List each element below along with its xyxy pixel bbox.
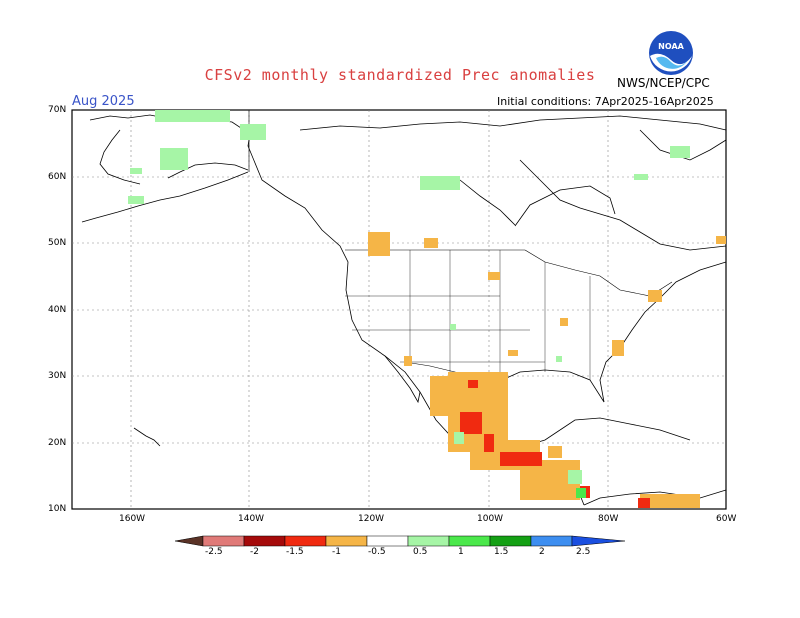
legend-arrow-left [174, 535, 204, 547]
legend-swatch-4 [325, 535, 368, 547]
map-frame [71, 109, 727, 510]
lat-label-20n: 20N [48, 438, 67, 448]
legend-label-neg0-5: -0.5 [368, 547, 386, 557]
lat-label-30n: 30N [48, 371, 67, 381]
legend-label-neg1: -1 [332, 547, 341, 557]
moderate-wet-anomaly-areas [576, 488, 586, 498]
legend-swatch-neutral [366, 535, 409, 547]
legend-label-neg2: -2 [250, 547, 259, 557]
legend-swatch-5 [407, 535, 450, 547]
legend-swatch-1 [202, 535, 245, 547]
legend-label-neg1-5: -1.5 [286, 547, 304, 557]
legend-label-pos1-5: 1.5 [494, 547, 509, 557]
noaa-logo-text: NOAA [658, 42, 684, 51]
legend-swatch-6 [448, 535, 491, 547]
legend-label-pos2-5: 2.5 [576, 547, 591, 557]
lat-label-40n: 40N [48, 305, 67, 315]
lat-label-60n: 60N [48, 172, 67, 182]
legend-arrow-right [571, 535, 626, 547]
forecast-month: Aug 2025 [72, 94, 135, 109]
map-title: CFSv2 monthly standardized Prec anomalie… [204, 66, 596, 84]
lon-label-160w: 160W [119, 514, 146, 524]
very-dry-anomaly-areas [460, 380, 650, 508]
legend-label-pos2: 2 [539, 547, 545, 557]
legend-label-pos1: 1 [458, 547, 464, 557]
lat-label-50n: 50N [48, 238, 67, 248]
legend-swatch-7 [489, 535, 532, 547]
noaa-logo: NOAA [649, 31, 693, 75]
legend-swatch-2 [243, 535, 286, 547]
wet-anomaly-areas [128, 110, 690, 484]
lon-label-60w: 60W [716, 514, 737, 524]
lon-label-140w: 140W [238, 514, 265, 524]
lon-label-120w: 120W [358, 514, 385, 524]
graticule [72, 110, 726, 509]
agency-label: NWS/NCEP/CPC [617, 76, 710, 90]
legend-label-pos0-5: 0.5 [413, 547, 428, 557]
legend-swatch-8 [530, 535, 573, 547]
legend-label-neg2-5: -2.5 [205, 547, 223, 557]
lat-label-70n: 70N [48, 105, 67, 115]
lon-label-80w: 80W [598, 514, 619, 524]
borders [248, 110, 673, 403]
initial-conditions: Initial conditions: 7Apr2025-16Apr2025 [497, 95, 714, 108]
legend-swatch-3 [284, 535, 327, 547]
legend-colorbar [174, 535, 626, 547]
lat-label-10n: 10N [48, 504, 67, 514]
lon-label-100w: 100W [477, 514, 504, 524]
